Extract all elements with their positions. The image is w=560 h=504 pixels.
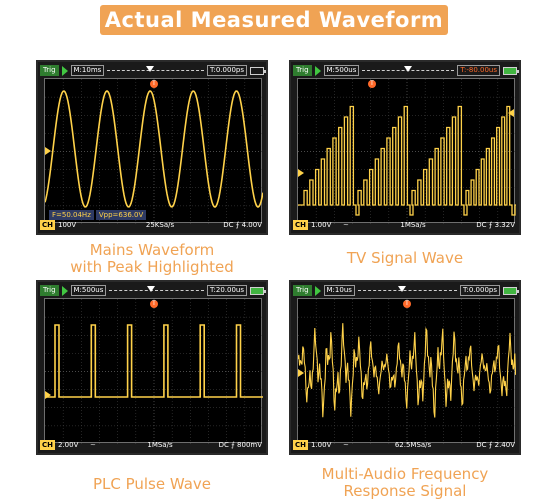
memory-position-track	[107, 65, 204, 75]
run-icon	[314, 285, 321, 296]
scope-channel-bar: CH 100V 25KSa/s DC ⨍ 4.00V	[40, 219, 264, 231]
volts-per-div: 1.00V	[311, 441, 332, 449]
caption-audio: Multi-Audio Frequency Response Signal	[289, 466, 521, 500]
timebase-readout: M:10us	[323, 285, 355, 296]
trigger-offset-readout: T:-80.00us	[457, 65, 500, 76]
timebase-readout: M:10ms	[70, 65, 105, 76]
caption-line: Multi-Audio Frequency	[321, 465, 489, 483]
trigger-setting: DC ⨍ 3.32V	[476, 221, 515, 229]
timebase-readout: M:500us	[70, 285, 107, 296]
coupling-icon: ~	[343, 221, 349, 229]
battery-empty-icon	[250, 66, 266, 75]
channel-level-marker	[45, 391, 51, 399]
caption-line: Mains Waveform	[89, 241, 215, 259]
sample-rate: 25KSa/s	[145, 221, 175, 229]
trig-tag: Trig	[40, 65, 59, 76]
measurement-readouts: F=50.04Hz Vpp=636.0V	[49, 210, 147, 220]
waveform-trace-audio	[298, 323, 516, 418]
battery-charging-icon	[503, 286, 519, 295]
trigger-position-marker: T	[403, 300, 411, 308]
sample-rate: 1MSa/s	[400, 221, 426, 229]
trigger-setting: DC ⨍ 800mV	[218, 441, 262, 449]
caption-line: TV Signal Wave	[346, 249, 464, 267]
channel-level-marker	[298, 169, 304, 177]
waveform-screen: T	[297, 78, 516, 224]
caption-line: with Peak Highlighted	[70, 258, 234, 276]
memory-position-track	[357, 285, 458, 295]
caption-mains: Mains Waveform with Peak Highlighted	[36, 242, 268, 276]
trigger-position-marker: T	[150, 80, 158, 88]
oscilloscope-panel-audio: Trig M:10us T:0.000ps T CH 1.00V ~ 62.5M…	[289, 280, 521, 455]
run-icon	[314, 65, 321, 76]
oscilloscope-panel-tv: Trig M:500us T:-80.00us T CH 1.00V ~ 1MS…	[289, 60, 521, 235]
page-title: Actual Measured Waveform	[104, 8, 444, 32]
channel-tag: CH	[40, 220, 55, 230]
title-banner: Actual Measured Waveform	[100, 5, 448, 35]
scope-channel-bar: CH 1.00V ~ 1MSa/s DC ⨍ 3.32V	[293, 219, 517, 231]
waveform-screen: T	[297, 298, 516, 444]
channel-tag: CH	[40, 440, 55, 450]
oscilloscope-panel-mains: Trig M:10ms T:0.000ps T F=50.04Hz Vpp=63…	[36, 60, 268, 235]
trigger-offset-readout: T:0.000ps	[207, 65, 247, 76]
battery-charging-icon	[250, 286, 266, 295]
scope-status-bar: Trig M:10us T:0.000ps	[293, 284, 519, 297]
trigger-setting: DC ⨍ 2.40V	[476, 441, 515, 449]
caption-tv: TV Signal Wave	[289, 250, 521, 267]
scope-channel-bar: CH 1.00V ~ 62.5MSa/s DC ⨍ 2.40V	[293, 439, 517, 451]
channel-tag: CH	[293, 440, 308, 450]
trig-tag: Trig	[293, 65, 312, 76]
coupling-icon: ~	[343, 441, 349, 449]
waveform-screen: T F=50.04Hz Vpp=636.0V	[44, 78, 263, 224]
run-icon	[61, 65, 68, 76]
run-icon	[61, 285, 68, 296]
timebase-readout: M:500us	[323, 65, 360, 76]
caption-line: PLC Pulse Wave	[92, 475, 212, 493]
memory-position-icon	[403, 65, 412, 72]
scope-status-bar: Trig M:500us T:20.00us	[40, 284, 266, 297]
memory-position-icon	[145, 65, 154, 72]
waveform-trace-pulse	[45, 324, 263, 398]
channel-level-marker	[298, 369, 304, 377]
memory-position-track	[109, 285, 204, 295]
trig-tag: Trig	[293, 285, 312, 296]
battery-charging-icon	[503, 66, 519, 75]
channel-level-marker	[45, 147, 51, 155]
channel-tag: CH	[293, 220, 308, 230]
trigger-offset-readout: T:0.000ps	[460, 285, 500, 296]
trig-tag: Trig	[40, 285, 59, 296]
scope-channel-bar: CH 2.00V ~ 1MSa/s DC ⨍ 800mV	[40, 439, 264, 451]
caption-plc: PLC Pulse Wave	[36, 476, 268, 493]
trigger-level-marker	[508, 109, 514, 117]
trigger-position-marker: T	[368, 80, 376, 88]
trigger-setting: DC ⨍ 4.00V	[223, 221, 262, 229]
volts-per-div: 1.00V	[311, 221, 332, 229]
waveform-trace-tv	[298, 105, 516, 216]
volts-per-div: 2.00V	[58, 441, 79, 449]
waveform-trace-sine	[45, 90, 263, 208]
scope-status-bar: Trig M:10ms T:0.000ps	[40, 64, 266, 77]
oscilloscope-panel-plc: Trig M:500us T:20.00us T CH 2.00V ~ 1MSa…	[36, 280, 268, 455]
trigger-position-marker: T	[150, 300, 158, 308]
vpp-readout: Vpp=636.0V	[95, 210, 147, 220]
trigger-offset-readout: T:20.00us	[207, 285, 247, 296]
frequency-readout: F=50.04Hz	[49, 210, 94, 220]
caption-line: Response Signal	[343, 482, 467, 500]
volts-per-div: 100V	[58, 221, 77, 229]
graticule	[45, 299, 263, 444]
memory-position-icon	[147, 285, 156, 292]
sample-rate: 1MSa/s	[147, 441, 173, 449]
coupling-icon: ~	[90, 441, 96, 449]
waveform-screen: T	[44, 298, 263, 444]
memory-position-icon	[397, 285, 406, 292]
scope-status-bar: Trig M:500us T:-80.00us	[293, 64, 519, 77]
sample-rate: 62.5MSa/s	[394, 441, 432, 449]
memory-position-track	[362, 65, 455, 75]
